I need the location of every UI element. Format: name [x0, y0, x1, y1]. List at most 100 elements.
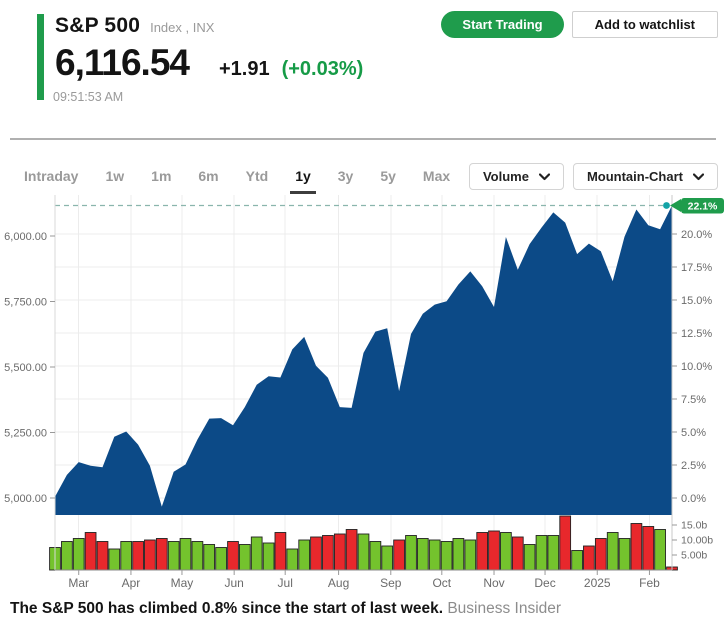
percent-axis-label: 17.5% [681, 262, 712, 274]
quote-timestamp: 09:51:53 AM [53, 90, 124, 104]
volume-bar [357, 533, 370, 571]
quote-header: S&P 500 Index , INX 6,116.54 +1.91 (+0.0… [53, 14, 363, 104]
volume-bar [523, 544, 536, 571]
price-area-series [55, 205, 672, 515]
percent-axis-label: 2.5% [681, 460, 706, 472]
caption: The S&P 500 has climbed 0.8% since the s… [10, 600, 561, 618]
current-price-marker [663, 202, 670, 209]
volume-bar [369, 541, 382, 571]
volume-bar [500, 532, 512, 571]
price-change: +1.91 [218, 58, 270, 80]
caption-source: Business Insider [447, 600, 562, 617]
volume-bar [179, 538, 192, 571]
price-axis-label: 6,000.00 [4, 231, 47, 243]
volume-bar [547, 535, 560, 571]
volume-bar [215, 547, 227, 571]
add-to-watchlist-button[interactable]: Add to watchlist [571, 11, 718, 38]
chart-type-dropdown[interactable]: Mountain-Chart [572, 163, 718, 190]
price-axis-label: 5,250.00 [4, 428, 47, 440]
volume-bar [559, 515, 572, 571]
chevron-down-icon [693, 172, 704, 180]
volume-bar [630, 523, 643, 571]
month-label: 2025 [584, 576, 611, 590]
range-tab-1y[interactable]: 1y [290, 168, 316, 194]
range-tab-5y[interactable]: 5y [380, 168, 396, 184]
start-trading-button[interactable]: Start Trading [441, 11, 564, 38]
volume-bar [155, 538, 168, 571]
range-tab-3y[interactable]: 3y [337, 168, 354, 184]
volume-bar [606, 532, 619, 571]
percent-axis-label: 10.0% [681, 361, 712, 373]
price-axis-label: 5,750.00 [4, 297, 47, 309]
brand-accent-bar [37, 14, 44, 100]
volume-bar [250, 536, 263, 571]
header-actions: Start Trading Add to watchlist [441, 11, 718, 38]
month-label: Jun [224, 576, 243, 590]
month-label: Oct [432, 576, 451, 590]
volume-bar [440, 541, 453, 571]
volume-axis-label: 15.0b [681, 520, 707, 532]
volume-bar [618, 538, 631, 571]
volume-bar [72, 538, 85, 571]
price-axis-label: 5,500.00 [4, 362, 47, 374]
range-tab-max[interactable]: Max [422, 168, 451, 184]
volume-bar [381, 545, 394, 571]
volume-bar [476, 532, 489, 571]
volume-bar [405, 535, 417, 571]
month-label: Aug [328, 576, 349, 590]
change-badge [681, 197, 724, 214]
volume-bar [416, 538, 429, 571]
month-label: Dec [534, 576, 555, 590]
instrument-subtitle: Index , INX [150, 20, 215, 35]
volume-bar [203, 544, 216, 571]
chart-type-dropdown-label: Mountain-Chart [586, 169, 683, 184]
month-label: Feb [639, 576, 660, 590]
volume-bar [333, 533, 346, 571]
volume-bar [535, 535, 548, 571]
volume-bar [428, 539, 441, 571]
volume-bar [84, 532, 97, 571]
volume-bar [96, 541, 109, 571]
volume-bar [452, 538, 465, 571]
percent-axis-label: 0.0% [681, 493, 706, 505]
range-tab-1w[interactable]: 1w [105, 168, 125, 184]
volume-dropdown-label: Volume [482, 169, 529, 184]
volume-bar [191, 541, 204, 571]
month-label: Nov [483, 576, 504, 590]
range-tab-ytd[interactable]: Ytd [245, 168, 269, 184]
percent-axis-label: 12.5% [681, 328, 712, 340]
range-tab-intraday[interactable]: Intraday [24, 168, 79, 184]
percent-axis-label: 7.5% [681, 394, 706, 406]
price-volume-chart[interactable]: 6,000.00 5,750.00 5,500.00 5,250.00 5,000.00… [0, 190, 726, 595]
instrument-title: S&P 500 [55, 14, 141, 37]
time-range-tabs: Intraday 1w 1m 6m Ytd 1y 3y 5y Max [24, 168, 451, 194]
volume-bar [642, 526, 655, 571]
range-tab-1m[interactable]: 1m [151, 168, 172, 184]
change-badge-arrow [670, 198, 681, 212]
month-label: Jul [278, 576, 293, 590]
price-axis-label: 5,000.00 [4, 493, 47, 505]
month-label: Sep [380, 576, 402, 590]
volume-axis-label: 5.00b [681, 550, 707, 562]
header-divider [10, 138, 716, 140]
volume-bar [511, 536, 524, 571]
month-label: Apr [122, 576, 141, 590]
range-tab-6m[interactable]: 6m [198, 168, 219, 184]
volume-dropdown[interactable]: Volume [468, 163, 564, 190]
volume-bar [61, 541, 73, 571]
volume-bar [393, 539, 405, 571]
volume-bar [594, 538, 607, 571]
last-price: 6,116.54 [55, 42, 190, 83]
change-badge-label: 22.1% [688, 200, 718, 212]
volume-bar [322, 535, 334, 571]
volume-bar [144, 539, 156, 571]
volume-bar [286, 548, 299, 571]
volume-bar [120, 541, 133, 571]
volume-bar [310, 536, 322, 571]
percent-axis-label: 5.0% [681, 427, 706, 439]
volume-bar [167, 541, 180, 571]
month-label: Mar [68, 576, 89, 590]
volume-bar [298, 539, 311, 571]
volume-bar [571, 550, 583, 571]
volume-bar [132, 541, 144, 571]
